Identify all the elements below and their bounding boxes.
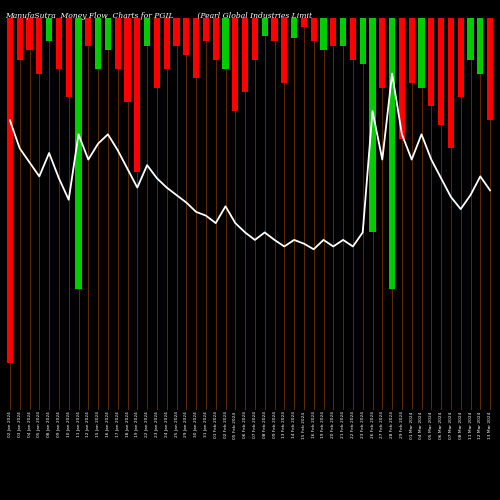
Bar bbox=[487, 18, 494, 120]
Bar bbox=[144, 18, 150, 46]
Bar bbox=[310, 18, 317, 41]
Bar bbox=[202, 18, 209, 41]
Bar bbox=[46, 18, 52, 41]
Bar bbox=[281, 18, 287, 83]
Bar bbox=[408, 18, 415, 83]
Bar bbox=[370, 18, 376, 233]
Bar bbox=[398, 18, 405, 139]
Bar bbox=[232, 18, 238, 111]
Bar bbox=[360, 18, 366, 64]
Bar bbox=[340, 18, 346, 46]
Bar bbox=[262, 18, 268, 36]
Bar bbox=[330, 18, 336, 46]
Bar bbox=[95, 18, 102, 69]
Bar bbox=[183, 18, 190, 55]
Bar bbox=[448, 18, 454, 148]
Bar bbox=[252, 18, 258, 59]
Bar bbox=[350, 18, 356, 59]
Bar bbox=[291, 18, 298, 38]
Bar bbox=[16, 18, 23, 59]
Bar bbox=[222, 18, 228, 69]
Bar bbox=[468, 18, 473, 59]
Bar bbox=[104, 18, 111, 50]
Bar bbox=[193, 18, 200, 78]
Bar bbox=[428, 18, 434, 106]
Bar bbox=[164, 18, 170, 69]
Bar bbox=[114, 18, 121, 69]
Bar bbox=[212, 18, 219, 59]
Bar bbox=[85, 18, 91, 46]
Bar bbox=[154, 18, 160, 87]
Bar bbox=[242, 18, 248, 92]
Bar bbox=[66, 18, 72, 97]
Bar bbox=[300, 18, 307, 27]
Bar bbox=[379, 18, 386, 87]
Bar bbox=[438, 18, 444, 125]
Bar bbox=[174, 18, 180, 46]
Bar bbox=[418, 18, 424, 87]
Bar bbox=[134, 18, 140, 172]
Bar bbox=[272, 18, 278, 41]
Bar bbox=[36, 18, 43, 74]
Bar bbox=[26, 18, 32, 50]
Bar bbox=[477, 18, 484, 74]
Bar bbox=[124, 18, 130, 102]
Text: ManufaSutra  Money Flow  Charts for PGIL          (Pearl Global Industries Limit: ManufaSutra Money Flow Charts for PGIL (… bbox=[5, 12, 312, 20]
Bar bbox=[389, 18, 396, 288]
Bar bbox=[320, 18, 326, 50]
Bar bbox=[76, 18, 82, 288]
Bar bbox=[6, 18, 13, 364]
Bar bbox=[458, 18, 464, 97]
Bar bbox=[56, 18, 62, 69]
